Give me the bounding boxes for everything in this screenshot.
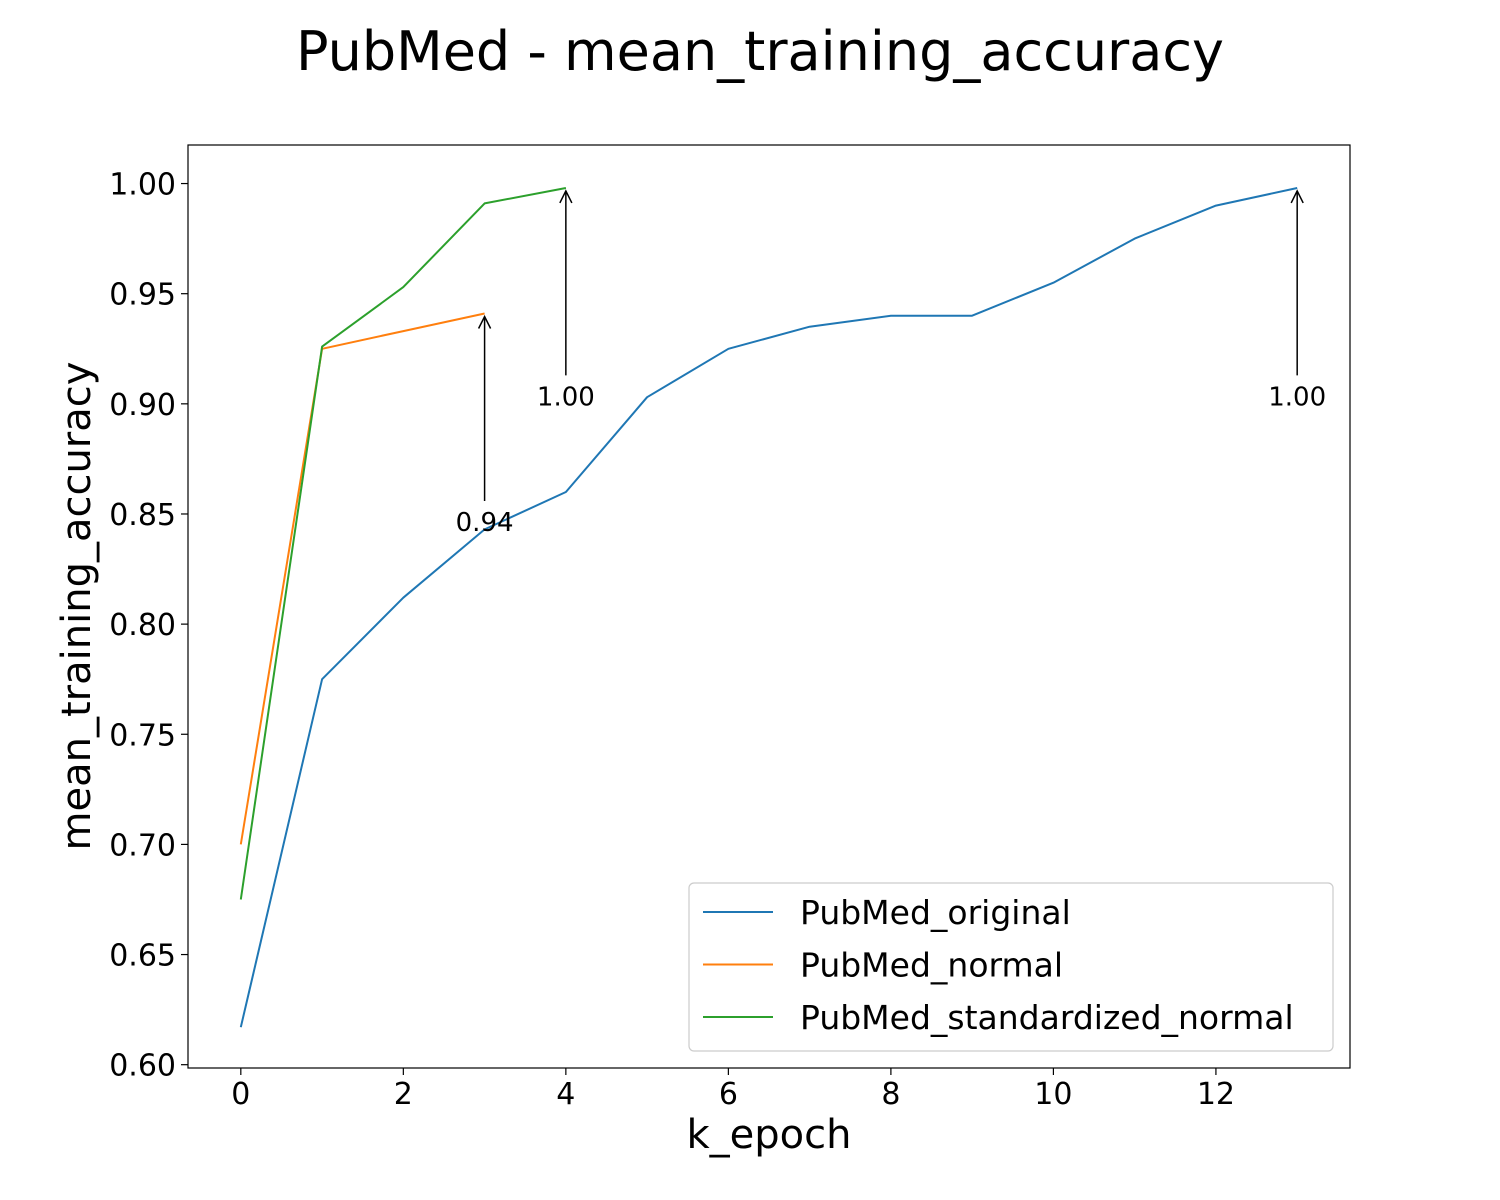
y-tick-label: 1.00 — [109, 168, 176, 203]
y-axis: 0.60 0.65 0.70 0.75 0.80 0.85 0.90 0.95 1.00 — [109, 168, 188, 1084]
data-point — [1052, 281, 1054, 283]
y-tick-label: 0.60 — [109, 1049, 176, 1084]
annotations: 0.94 1.00 1.00 — [456, 189, 1326, 538]
annotation-label: 1.00 — [537, 382, 595, 412]
data-point — [1133, 237, 1135, 239]
annotation-label: 1.00 — [1268, 382, 1326, 412]
x-tick-label: 4 — [556, 1077, 575, 1112]
data-point — [402, 330, 404, 332]
data-point — [565, 187, 567, 189]
annotation: 1.00 — [1268, 189, 1326, 412]
data-point — [483, 202, 485, 204]
annotation-arrowhead — [477, 314, 492, 329]
legend-label: PubMed_normal — [800, 946, 1063, 985]
data-point — [402, 596, 404, 598]
x-axis: 0 2 4 6 8 10 12 — [231, 1068, 1235, 1112]
annotation-label: 0.94 — [456, 508, 514, 538]
legend-entry: PubMed_standardized_normal — [703, 998, 1294, 1037]
data-point — [240, 843, 242, 845]
data-point — [321, 345, 323, 347]
series-line-pubmed-normal — [239, 312, 485, 845]
legend: PubMed_original PubMed_normal PubMed_stand… — [688, 882, 1334, 1052]
data-point — [646, 396, 648, 398]
x-tick-label: 10 — [1034, 1077, 1072, 1112]
x-tick-label: 12 — [1197, 1077, 1235, 1112]
data-point — [727, 348, 729, 350]
y-tick-label: 0.65 — [109, 939, 176, 974]
data-point — [890, 315, 892, 317]
x-tick-label: 6 — [719, 1077, 738, 1112]
annotation: 0.94 — [456, 314, 514, 538]
data-point — [565, 491, 567, 493]
x-tick-label: 0 — [231, 1077, 250, 1112]
legend-label: PubMed_standardized_normal — [800, 998, 1294, 1037]
y-tick-label: 0.90 — [109, 388, 176, 423]
legend-frame — [688, 882, 1334, 1052]
data-point — [240, 1026, 242, 1028]
data-point — [321, 678, 323, 680]
series-line-pubmed-original — [239, 187, 1298, 1028]
y-tick-label: 0.95 — [109, 278, 176, 313]
chart-title: PubMed - mean_training_accuracy — [296, 20, 1224, 83]
series-layer — [239, 187, 1298, 1028]
data-point — [1215, 204, 1217, 206]
data-point — [402, 286, 404, 288]
data-point — [483, 312, 485, 314]
annotation-arrowhead — [559, 189, 573, 204]
y-tick-label: 0.80 — [109, 608, 176, 643]
x-axis-title: k_epoch — [687, 1112, 852, 1158]
y-tick-label: 0.75 — [109, 718, 176, 753]
legend-entry: PubMed_normal — [703, 946, 1063, 985]
legend-entry: PubMed_original — [703, 893, 1071, 932]
y-tick-label: 0.85 — [109, 498, 176, 533]
series-line-pubmed-standardized-normal — [239, 187, 567, 900]
y-axis-title: mean_training_accuracy — [54, 362, 100, 851]
y-tick-label: 0.70 — [109, 828, 176, 863]
data-point — [971, 315, 973, 317]
annotation-arrowhead — [1290, 189, 1304, 204]
annotation: 1.00 — [537, 189, 595, 412]
data-point — [1296, 187, 1298, 189]
x-tick-label: 2 — [394, 1077, 413, 1112]
data-point — [240, 898, 242, 900]
legend-label: PubMed_original — [800, 893, 1071, 932]
x-tick-label: 8 — [881, 1077, 900, 1112]
data-point — [808, 326, 810, 328]
